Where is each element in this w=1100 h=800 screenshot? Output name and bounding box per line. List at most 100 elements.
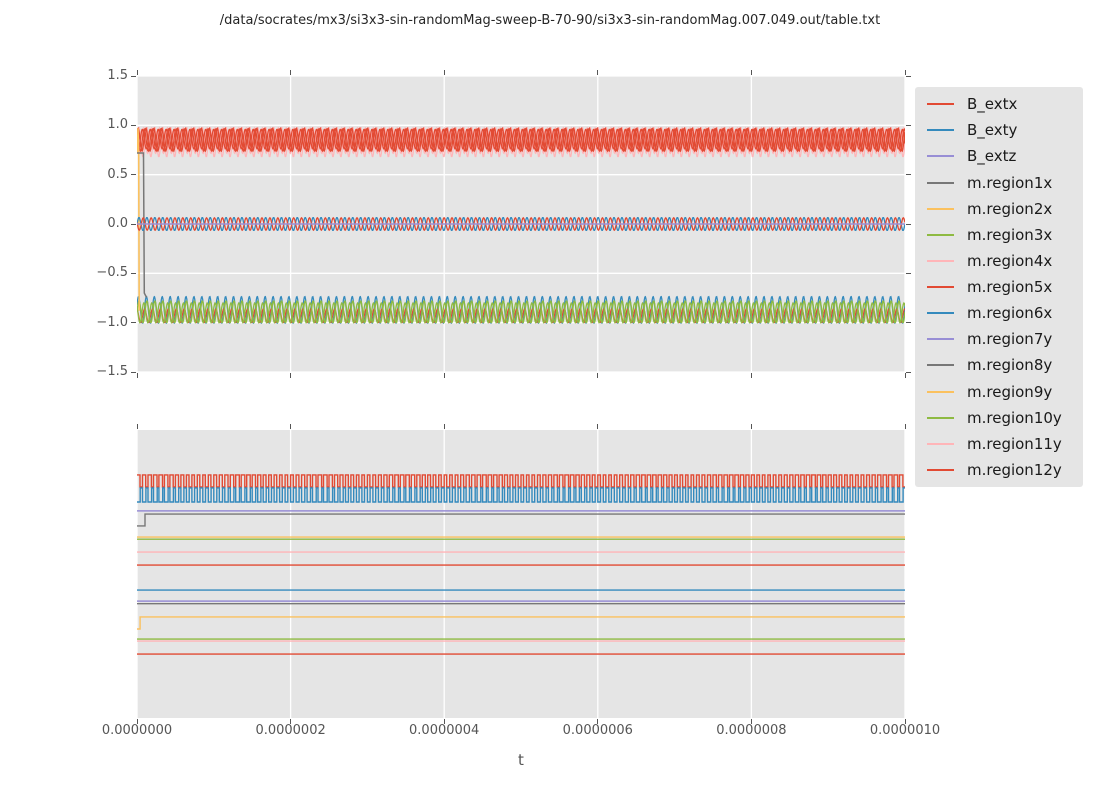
legend-item: m.region2x [915, 200, 1083, 218]
tick-mark [136, 719, 138, 724]
series-line-upper-red-c [137, 128, 905, 150]
tick-mark [597, 424, 599, 429]
top-plot-area [137, 76, 905, 372]
tick-mark [750, 719, 752, 724]
legend-line-swatch [927, 312, 954, 315]
tick-mark [131, 174, 136, 176]
legend-item: m.region4x [915, 252, 1083, 270]
tick-mark [597, 719, 599, 724]
tick-mark [443, 719, 445, 724]
tick-mark [290, 424, 292, 429]
series-line-mid-red [137, 216, 905, 232]
legend-line-swatch [927, 207, 954, 210]
legend: B_extx B_exty B_extz m.region1x m.region2x m.… [915, 87, 1083, 487]
series-line-m.region1x [137, 513, 905, 527]
tick-mark [906, 371, 911, 373]
y-tick-label: −0.5 [96, 265, 128, 281]
legend-line-swatch [927, 286, 954, 288]
legend-label: m.region3x [967, 225, 1053, 244]
tick-mark [906, 322, 911, 324]
legend-label: m.region1x [967, 173, 1053, 192]
tick-mark [290, 70, 292, 75]
tick-mark [906, 124, 911, 126]
tick-mark [904, 719, 906, 724]
top-plot-canvas [137, 76, 905, 372]
legend-item: m.region8y [915, 356, 1083, 374]
y-tick-label: 1.5 [107, 68, 128, 83]
legend-item: m.region12y [915, 461, 1083, 479]
legend-line-swatch [927, 442, 954, 445]
legend-line-swatch [927, 155, 954, 158]
legend-line-swatch [927, 129, 954, 132]
legend-label: m.region10y [967, 408, 1062, 427]
legend-label: m.region11y [967, 434, 1062, 453]
x-tick-label: 0.0000000 [101, 723, 173, 738]
legend-line-swatch [927, 233, 954, 236]
tick-mark [906, 223, 911, 225]
tick-mark [904, 373, 906, 378]
legend-line-swatch [927, 259, 954, 262]
legend-label: B_extx [967, 95, 1018, 114]
legend-label: B_exty [967, 121, 1018, 140]
bottom-plot-area [137, 430, 905, 718]
tick-mark [136, 424, 138, 429]
x-tick-label: 0.0000006 [562, 723, 633, 738]
legend-label: m.region6x [967, 304, 1053, 323]
series-line-start-transient-gray [137, 152, 148, 298]
tick-mark [131, 322, 136, 324]
tick-mark [597, 373, 599, 378]
tick-mark [136, 373, 138, 378]
tick-mark [904, 70, 906, 75]
legend-label: m.region12y [967, 460, 1062, 479]
legend-label: B_extz [967, 147, 1017, 166]
tick-mark [290, 719, 292, 724]
legend-label: m.region4x [967, 251, 1053, 270]
tick-mark [131, 124, 136, 126]
legend-label: m.region9y [967, 382, 1053, 401]
legend-label: m.region7y [967, 330, 1053, 349]
tick-mark [443, 373, 445, 378]
x-tick-label: 0.0000010 [869, 723, 941, 738]
legend-item: m.region1x [915, 174, 1083, 192]
tick-mark [131, 75, 136, 77]
x-axis-label: t [518, 751, 524, 769]
series-line-start-transient-orange [137, 128, 140, 311]
x-tick-label: 0.0000002 [255, 723, 326, 738]
series-line-m.region9y [137, 616, 905, 630]
tick-mark [443, 70, 445, 75]
tick-mark [290, 373, 292, 378]
legend-label: m.region2x [967, 199, 1053, 218]
legend-line-swatch [927, 181, 954, 184]
y-tick-label: −1.5 [96, 364, 128, 379]
tick-mark [443, 424, 445, 429]
legend-item: m.region11y [915, 435, 1083, 453]
y-tick-label: 1.0 [107, 117, 128, 133]
legend-label: m.region8y [967, 356, 1053, 375]
tick-mark [136, 70, 138, 75]
legend-item: m.region9y [915, 383, 1083, 401]
legend-line-swatch [927, 468, 954, 471]
y-tick-label: 0.5 [107, 166, 128, 182]
tick-mark [131, 223, 136, 225]
series-line-B_extx [137, 474, 905, 488]
series-line-lower-green-a [137, 300, 905, 324]
legend-item: B_extx [915, 95, 1083, 113]
tick-mark [906, 75, 911, 77]
legend-label: m.region5x [967, 278, 1053, 296]
legend-line-swatch [927, 338, 954, 341]
tick-mark [906, 272, 911, 274]
legend-item: m.region7y [915, 330, 1083, 348]
tick-mark [131, 272, 136, 274]
tick-mark [906, 174, 911, 176]
legend-line-swatch [927, 416, 954, 419]
tick-mark [597, 70, 599, 75]
tick-mark [750, 70, 752, 75]
tick-mark [131, 371, 136, 373]
series-line-upper-red-b [137, 127, 905, 153]
figure-title: /data/socrates/mx3/si3x3-sin-randomMag-s… [219, 13, 881, 28]
series-line-B_exty [137, 487, 905, 503]
y-tick-label: 0.0 [107, 216, 128, 231]
legend-item: m.region10y [915, 409, 1083, 427]
legend-item: m.region6x [915, 304, 1083, 322]
